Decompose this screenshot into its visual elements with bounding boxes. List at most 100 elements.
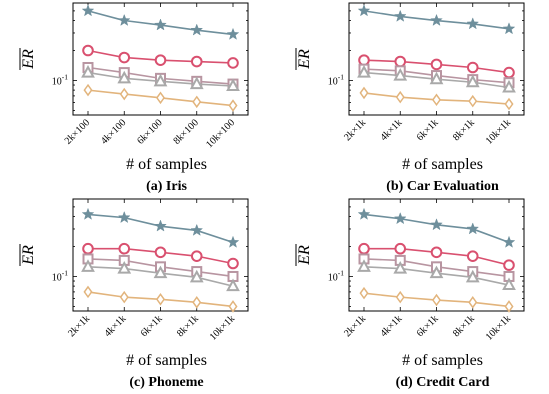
star-marker: [154, 18, 167, 31]
star-marker: [393, 212, 407, 225]
x-tick-label: 10k×100: [204, 117, 237, 150]
triangle-marker: [189, 76, 204, 90]
x-tick-label: 8k×1k: [451, 117, 477, 143]
diamond-marker: [395, 290, 405, 304]
diamond-marker: [468, 296, 478, 309]
star-marker: [117, 13, 131, 26]
star-marker: [190, 23, 204, 36]
circle-marker: [227, 57, 239, 69]
x-tick-label: 6k×100: [135, 117, 164, 146]
x-tick-label: 2k×100: [63, 117, 92, 146]
triangle-marker: [117, 70, 132, 84]
x-tick-label: 8k×1k: [451, 313, 477, 339]
panel-caption: (b) Car Evaluation: [386, 179, 499, 194]
circle-marker: [466, 61, 479, 74]
x-tick-label: 8k×100: [171, 117, 200, 146]
x-tick-label: 8k×1k: [175, 313, 201, 339]
circle-marker: [190, 250, 203, 262]
diamond-marker: [431, 293, 442, 307]
triangle-marker: [465, 74, 480, 88]
circle-marker: [358, 54, 370, 66]
x-tick-label: 6k×1k: [415, 313, 441, 339]
diamond-marker: [504, 300, 514, 313]
circle-marker: [118, 51, 131, 64]
diamond-marker: [228, 99, 238, 112]
star-marker: [502, 235, 516, 248]
diamond-marker: [192, 95, 202, 109]
y-axis-label: ER: [296, 245, 313, 266]
x-tick-label: 4k×1k: [378, 313, 404, 339]
diamond-marker: [504, 97, 514, 111]
y-tick-label: 10-1: [52, 72, 68, 87]
diamond-marker: [83, 285, 93, 299]
triangle-marker: [226, 278, 240, 292]
diamond-marker: [431, 93, 442, 107]
triangle-marker: [153, 265, 168, 279]
y-tick-label: 10-1: [328, 72, 344, 87]
circle-marker: [154, 54, 167, 66]
x-tick-label: 2k×1k: [342, 117, 368, 143]
x-tick-label: 6k×1k: [139, 313, 165, 339]
circle-marker: [190, 55, 203, 68]
star-marker: [357, 4, 371, 17]
panel-caption: (c) Phoneme: [129, 375, 203, 390]
x-tick-label: 6k×1k: [415, 117, 441, 143]
circle-marker: [394, 242, 407, 255]
star-marker: [154, 219, 167, 232]
star-marker: [393, 9, 407, 22]
x-tick-label: 4k×100: [99, 117, 128, 146]
diamond-marker: [228, 300, 238, 313]
circle-marker: [358, 242, 370, 255]
star-marker: [466, 222, 480, 235]
star-marker: [430, 13, 443, 26]
triangle-marker: [81, 65, 95, 78]
star-marker: [190, 223, 204, 236]
diamond-marker: [83, 83, 93, 97]
x-tick-label: 2k×1k: [342, 313, 368, 339]
diamond-marker: [155, 293, 166, 306]
triangle-marker: [502, 79, 516, 93]
x-axis-label: # of samples: [126, 352, 207, 369]
diamond-marker: [119, 87, 129, 101]
chart-panel-1: 10-1 2k×100 4k×100 6k×100 8k×100 10k×100 ER # o…: [19, 2, 249, 194]
star-marker: [430, 218, 443, 231]
star-marker: [81, 4, 95, 17]
x-tick-label: 4k×1k: [102, 313, 128, 339]
y-axis-label: ER: [20, 49, 37, 70]
y-axis-label: ER: [20, 245, 37, 266]
triangle-marker: [117, 261, 132, 274]
y-tick-label: 10-1: [328, 268, 344, 283]
diamond-marker: [119, 290, 129, 304]
diamond-marker: [359, 86, 369, 100]
x-tick-label: 2k×1k: [66, 313, 92, 339]
circle-marker: [82, 242, 94, 255]
x-tick-label: 10k×1k: [208, 313, 237, 342]
triangle-marker: [502, 277, 516, 291]
triangle-marker: [189, 269, 204, 283]
diamond-marker: [359, 286, 369, 300]
triangle-marker: [393, 67, 408, 81]
circle-marker: [82, 44, 94, 57]
circle-marker: [503, 259, 515, 271]
x-axis-label: # of samples: [126, 156, 207, 173]
chart-panel-4: 10-1 2k×1k 4k×1k 6k×1k 8k×1k 10k×1k ER # of sam…: [295, 198, 525, 390]
circle-marker: [227, 257, 239, 270]
chart-panel-3: 10-1 2k×1k 4k×1k 6k×1k 8k×1k 10k×1k ER # of sam…: [19, 198, 249, 390]
triangle-marker: [429, 71, 444, 85]
chart-panel-2: 10-1 2k×1k 4k×1k 6k×1k 8k×1k 10k×1k ER # of sam…: [295, 2, 525, 194]
triangle-marker: [357, 65, 371, 78]
y-tick-label: 10-1: [52, 268, 68, 283]
triangle-marker: [465, 269, 480, 283]
x-axis-label: # of samples: [402, 156, 483, 173]
circle-marker: [430, 58, 443, 71]
diamond-marker: [192, 296, 202, 309]
diamond-marker: [155, 91, 166, 105]
circle-marker: [394, 55, 407, 68]
circle-marker: [154, 246, 167, 259]
triangle-marker: [429, 265, 444, 279]
y-axis-label: ER: [296, 49, 313, 70]
panel-caption: (d) Credit Card: [396, 375, 490, 390]
x-tick-label: 4k×1k: [378, 117, 404, 143]
diamond-marker: [395, 90, 405, 104]
